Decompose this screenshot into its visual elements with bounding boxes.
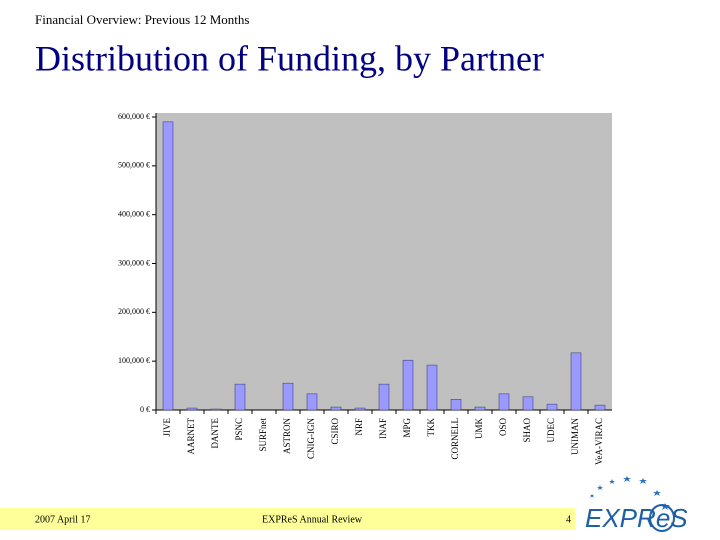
y-tick-label: 500,000 € (118, 161, 150, 170)
bar (330, 406, 342, 411)
bar (546, 403, 558, 411)
footer-band (0, 508, 575, 530)
x-tick-label: ASTRON (282, 418, 292, 455)
x-tick-label: INAF (378, 418, 388, 439)
y-tick-label: 300,000 € (118, 258, 150, 267)
x-tick-label: AARNET (186, 418, 196, 455)
footer-date: 2007 April 17 (35, 514, 91, 525)
y-tick-label: 100,000 € (118, 356, 150, 365)
chart: 0 € 100,000 € 200,000 € 300,000 € 400,000 € 5… (118, 112, 612, 465)
bar (426, 364, 438, 411)
x-tick-label: SURFnet (258, 418, 268, 452)
y-tick-label: 600,000 € (118, 112, 150, 121)
bar (210, 408, 222, 411)
y-tick-label: 400,000 € (118, 209, 150, 218)
x-tick-label: PSNC (234, 418, 244, 441)
logo-part: S (670, 503, 688, 533)
x-tick-label: NRF (354, 418, 364, 436)
bar (594, 404, 606, 411)
logo-stars (590, 476, 670, 510)
slide-subtitle: Financial Overview: Previous 12 Months (35, 12, 249, 27)
bar (378, 383, 390, 411)
logo-text: EXPReS (585, 503, 688, 533)
x-tick-label: UMK (474, 418, 484, 440)
y-tick-label: 200,000 € (118, 307, 150, 316)
bar (162, 121, 174, 411)
bar (570, 352, 582, 411)
bar (282, 382, 294, 411)
bar (522, 396, 534, 411)
bar (474, 406, 486, 411)
page-number: 4 (566, 514, 571, 525)
y-tick-label: 0 € (140, 405, 150, 414)
x-tick-label: MPG (402, 418, 412, 438)
bar (186, 407, 198, 411)
logo-ring (649, 504, 675, 532)
bar (498, 393, 510, 411)
x-tick-label: CNIG-IGN (306, 418, 316, 459)
footer-event: EXPReS Annual Review (262, 514, 363, 525)
x-tick-label: DANTE (210, 418, 220, 449)
bar (354, 407, 366, 411)
x-tick-label: TKK (426, 418, 436, 437)
bar (402, 359, 414, 411)
x-tick-label: CORNELL (450, 418, 460, 460)
bar (234, 383, 246, 411)
logo-part: EXPR (585, 503, 656, 533)
plot-area (156, 113, 612, 410)
x-tick-label: UNIMAN (570, 418, 580, 455)
x-tick-label: VeA-VIRAC (594, 418, 604, 465)
x-tick-label: CSIRO (330, 418, 340, 445)
bar (306, 393, 318, 411)
bar (450, 399, 462, 411)
x-tick-label: SHAO (522, 418, 532, 443)
slide-title: Distribution of Funding, by Partner (35, 38, 544, 78)
logo-part: e (656, 503, 670, 533)
x-tick-label: OSO (498, 418, 508, 437)
x-tick-label: JIVE (162, 418, 172, 437)
x-tick-label: UDEC (546, 418, 556, 443)
